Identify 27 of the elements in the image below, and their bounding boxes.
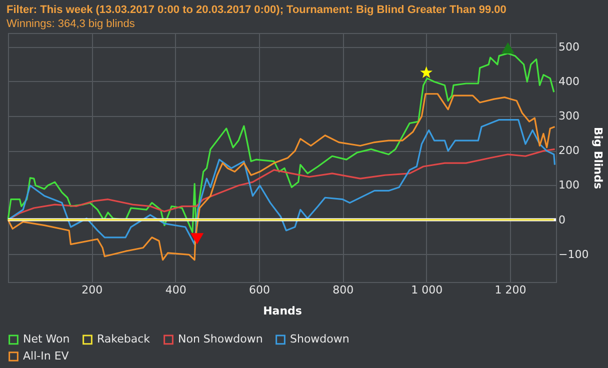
point <box>501 42 514 54</box>
y-tick-label: 500 <box>558 40 580 54</box>
point <box>420 66 433 78</box>
x-tick-label: 400 <box>165 284 186 296</box>
legend-label: Net Won <box>23 332 70 346</box>
line-series <box>7 93 556 261</box>
legend-label: All-In EV <box>23 350 70 362</box>
chart-title: Filter: This week (13.03.2017 0:00 to 20.03.2017 0:00); Tournament: Big Blind Greater Than 99.00 <box>6 4 506 16</box>
legend-label: Showdown <box>290 332 350 346</box>
y-tick-label: 400 <box>558 74 580 88</box>
x-tick-label: 1 000 <box>411 284 443 296</box>
x-tick-label: 200 <box>82 284 103 296</box>
chart-subtitle: Winnings: 364,3 big blinds <box>6 18 136 30</box>
y-tick-label: −100 <box>558 248 589 261</box>
x-tick-label: 600 <box>248 284 270 296</box>
point <box>190 233 204 244</box>
x-tick-label: 800 <box>332 284 354 296</box>
y-tick-label: 300 <box>558 110 580 122</box>
x-tick-label: 1 200 <box>494 284 526 296</box>
y-tick-label: 0 <box>558 213 566 226</box>
legend-label: Rakeback <box>97 332 151 346</box>
y-tick-label: 200 <box>558 144 580 158</box>
y-tick-label: 100 <box>558 178 580 192</box>
y-axis-title: Big Blinds <box>592 126 605 190</box>
x-axis-title: Hands <box>263 304 302 318</box>
legend-label: Non Showdown <box>178 332 263 346</box>
line-series <box>7 119 556 246</box>
